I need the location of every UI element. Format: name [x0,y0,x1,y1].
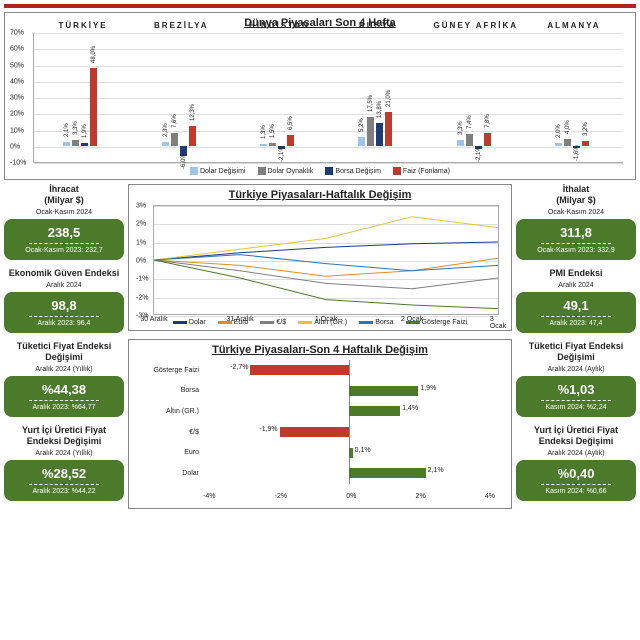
hbar-chart: Gösterge Faizi-2,7%Borsa1,9%Altın (GR.)1… [203,360,495,500]
hbar-panel: Türkiye Piyasaları-Son 4 Haftalık Değişi… [128,339,512,509]
weekly-panel: Türkiye Piyasaları-Haftalık Değişim -3%-… [128,184,512,331]
world-markets-panel: Dünya Piyasaları Son 4 Hafta -10%0%10%20… [4,12,636,180]
world-markets-legend: Dolar DeğişimiDolar OynaklıkBorsa Değişi… [9,167,631,175]
world-markets-chart: -10%0%10%20%30%40%50%60%70%TÜRKİYEBREZİL… [33,33,623,163]
weekly-chart: -3%-2%-1%0%1%2%3%30 Aralık31 Aralık1 Oca… [153,205,499,315]
weekly-title: Türkiye Piyasaları-Haftalık Değişim [133,189,507,201]
left-cards: İhracat(Milyar $)Ocak-Kasım 2024238,5Oca… [4,184,124,513]
hbar-title: Türkiye Piyasaları-Son 4 Haftalık Değişi… [133,344,507,356]
right-cards: İthalat(Milyar $)Ocak-Kasım 2024311,8Oca… [516,184,636,513]
